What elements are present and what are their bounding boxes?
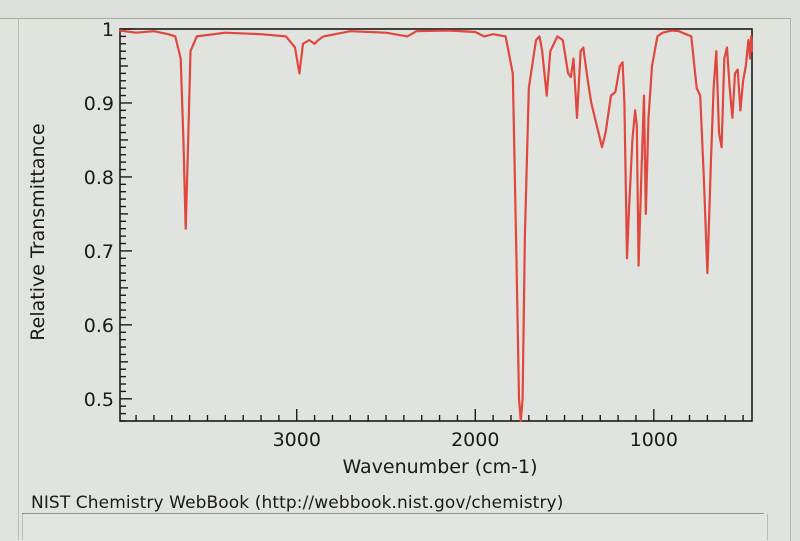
x-axis-label: Wavenumber (cm-1)	[342, 456, 537, 478]
y-tick-label: 0.7	[84, 241, 114, 263]
footer-area	[22, 514, 768, 540]
x-tick-label: 3000	[273, 429, 321, 451]
page-frame	[0, 18, 791, 541]
y-axis-ticks	[120, 28, 132, 422]
y-axis-label: Relative Transmittance	[27, 123, 49, 340]
y-tick-label: 0.9	[84, 93, 114, 115]
source-credit: NIST Chemistry WebBook (http://webbook.n…	[31, 493, 564, 513]
page-border	[18, 19, 19, 540]
spectrum-line	[118, 29, 754, 423]
x-axis-ticks	[135, 409, 744, 421]
x-tick-label: 1000	[630, 429, 678, 451]
x-axis-tick-labels: 3000 2000 1000	[273, 429, 678, 451]
plot-frame	[119, 28, 753, 422]
y-tick-label: 0.6	[84, 315, 114, 337]
y-axis-tick-labels: 0.5 0.6 0.7 0.8 0.9 1	[84, 19, 114, 411]
y-tick-label: 1	[102, 19, 114, 41]
footer-divider	[22, 513, 764, 514]
y-tick-label: 0.8	[84, 167, 114, 189]
x-tick-label: 2000	[451, 429, 499, 451]
y-tick-label: 0.5	[84, 389, 114, 411]
